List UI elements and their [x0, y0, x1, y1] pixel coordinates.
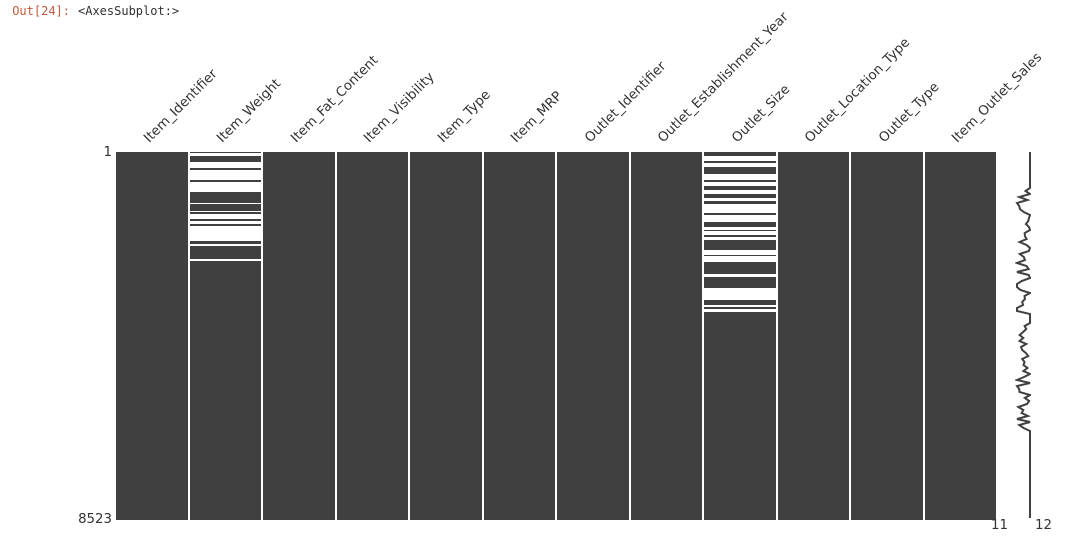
completeness-sparkline [1015, 152, 1031, 520]
matrix-column [557, 152, 629, 520]
missing-streak [190, 166, 262, 168]
plot-area: 18523Item_IdentifierItem_WeightItem_Fat_… [116, 152, 996, 520]
column-fill [410, 152, 482, 520]
matrix-column [190, 152, 262, 520]
column-fill [337, 152, 409, 520]
missing-streak [704, 227, 776, 231]
column-label: Outlet_Type [876, 80, 942, 146]
missing-streak [704, 276, 776, 278]
sparkline-svg [1015, 152, 1031, 520]
column-fill [190, 152, 262, 520]
missing-streak [190, 211, 262, 212]
missing-streak [190, 259, 262, 261]
column-fill [631, 152, 703, 520]
column-label: Item_MRP [509, 89, 566, 146]
column-label: Outlet_Size [729, 82, 793, 146]
matrix-column [263, 152, 335, 520]
missing-streak [704, 305, 776, 307]
ytick-bottom: 8523 [78, 512, 116, 527]
jupyter-output-cell: Out[24]: <AxesSubplot:> 18523Item_Identi… [0, 0, 1065, 540]
column-fill [263, 152, 335, 520]
sparkline-tick-left: 11 [991, 518, 1008, 533]
matrix-column [484, 152, 556, 520]
column-fill [116, 152, 188, 520]
column-fill [851, 152, 923, 520]
column-fill [557, 152, 629, 520]
matrix-column [116, 152, 188, 520]
msno-matrix-figure: 18523Item_IdentifierItem_WeightItem_Fat_… [78, 22, 1058, 532]
missing-streak [190, 238, 262, 241]
column-fill [484, 152, 556, 520]
column-label: Item_Identifier [141, 67, 220, 146]
ytick-top: 1 [104, 145, 116, 160]
missing-streak [704, 218, 776, 221]
matrix-column [410, 152, 482, 520]
missing-streak [704, 260, 776, 261]
repr-text: <AxesSubplot:> [78, 4, 1065, 18]
column-label: Outlet_Establishment_Year [656, 10, 792, 146]
matrix-column [631, 152, 703, 520]
column-label: Item_Weight [215, 76, 285, 146]
missing-streak [704, 204, 776, 208]
missing-streak [704, 309, 776, 312]
missing-streak [704, 233, 776, 236]
missing-streak [704, 164, 776, 166]
missing-streak [190, 153, 262, 156]
column-label: Item_Outlet_Sales [950, 50, 1046, 146]
missing-streak [704, 177, 776, 179]
out-prompt: Out[24]: [0, 4, 78, 532]
sparkline-tick-right: 12 [1035, 518, 1052, 533]
missing-streak [190, 222, 262, 224]
missing-streak [190, 244, 262, 246]
missing-streak [190, 178, 262, 180]
matrix-column [851, 152, 923, 520]
missing-streak [704, 159, 776, 161]
missing-streak [704, 252, 776, 255]
missing-streak [704, 237, 776, 240]
column-fill [778, 152, 850, 520]
missing-streak [704, 212, 776, 213]
matrix-column [704, 152, 776, 520]
missing-streak [190, 203, 262, 204]
matrix-column [778, 152, 850, 520]
missing-streak [704, 198, 776, 201]
matrix-column [337, 152, 409, 520]
column-fill [925, 152, 997, 520]
matrix-column [925, 152, 997, 520]
missing-streak [704, 297, 776, 299]
column-label: Item_Visibility [362, 70, 438, 146]
output-area: <AxesSubplot:> 18523Item_IdentifierItem_… [78, 4, 1065, 532]
column-label: Item_Type [435, 88, 493, 146]
missing-streak [704, 192, 776, 194]
missing-streak [704, 183, 776, 186]
missing-streak [190, 188, 262, 192]
missing-streak [190, 216, 262, 219]
